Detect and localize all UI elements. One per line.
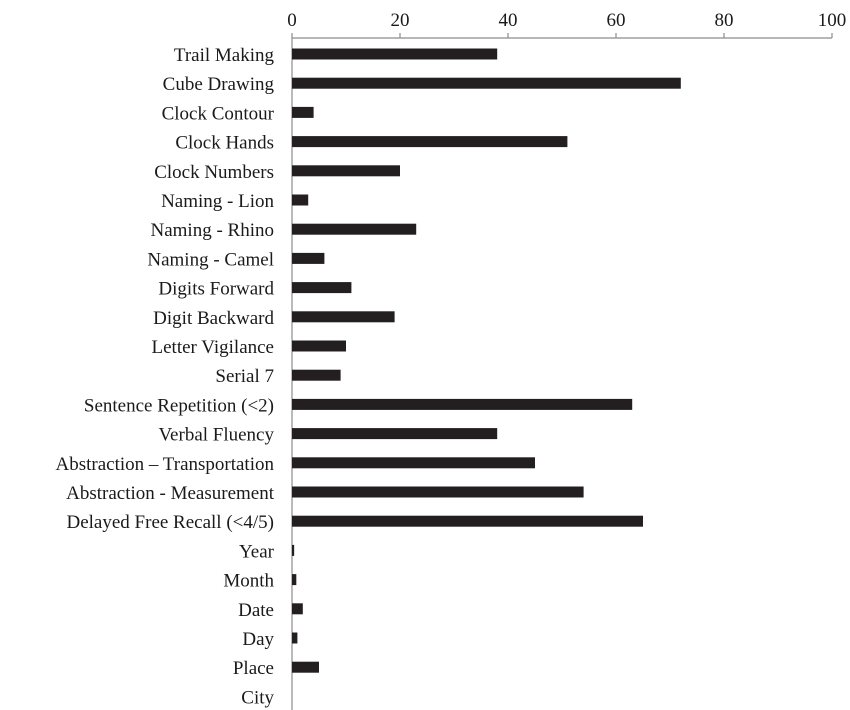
bar bbox=[292, 106, 314, 118]
bar bbox=[292, 311, 395, 323]
bar bbox=[292, 223, 417, 235]
bar bbox=[292, 136, 568, 148]
category-label: Abstraction - Measurement bbox=[66, 483, 275, 504]
bar bbox=[292, 428, 498, 440]
category-label: Trail Making bbox=[174, 45, 275, 66]
bar bbox=[292, 486, 584, 498]
bar bbox=[292, 398, 633, 410]
bar bbox=[292, 252, 325, 264]
bar bbox=[292, 457, 535, 469]
category-label: Clock Contour bbox=[162, 103, 275, 124]
category-label: Digits Forward bbox=[158, 279, 274, 300]
category-label: Year bbox=[239, 541, 275, 562]
bar bbox=[292, 282, 352, 294]
category-label: Letter Vigilance bbox=[152, 337, 274, 358]
category-label: Verbal Fluency bbox=[158, 425, 274, 446]
category-label: Naming - Lion bbox=[161, 191, 274, 212]
category-label: Place bbox=[233, 658, 274, 679]
bars bbox=[292, 48, 681, 673]
category-label: Digit Backward bbox=[153, 308, 274, 329]
x-tick-label: 0 bbox=[287, 10, 297, 31]
x-axis: 0 20 40 60 80 100 bbox=[287, 10, 846, 710]
category-labels: Trail Making Cube Drawing Clock Contour Clo… bbox=[56, 45, 275, 708]
x-tick-label: 20 bbox=[391, 10, 410, 31]
category-label: Clock Numbers bbox=[154, 162, 274, 183]
bar bbox=[292, 369, 341, 381]
category-label: Naming - Rhino bbox=[151, 220, 275, 241]
category-label: Abstraction – Transportation bbox=[56, 454, 275, 475]
x-tick-label: 40 bbox=[499, 10, 518, 31]
x-tick-label: 60 bbox=[607, 10, 626, 31]
category-label: Naming - Camel bbox=[147, 249, 274, 270]
category-label: City bbox=[241, 687, 274, 708]
category-label: Month bbox=[223, 571, 274, 592]
bar bbox=[292, 603, 303, 615]
bar bbox=[292, 48, 498, 60]
bar bbox=[292, 661, 319, 673]
bar bbox=[292, 77, 681, 89]
bar bbox=[292, 632, 298, 644]
x-tick-label: 80 bbox=[715, 10, 734, 31]
bar bbox=[292, 574, 297, 586]
category-label: Day bbox=[242, 629, 274, 650]
bar bbox=[292, 515, 643, 527]
bar bbox=[292, 165, 400, 177]
category-label: Sentence Repetition (<2) bbox=[84, 395, 274, 416]
bar bbox=[292, 194, 309, 206]
x-tick-label: 100 bbox=[818, 10, 847, 31]
bar bbox=[292, 544, 295, 556]
category-label: Date bbox=[238, 600, 274, 621]
bar bbox=[292, 340, 346, 352]
category-label: Clock Hands bbox=[175, 133, 274, 154]
category-label: Cube Drawing bbox=[163, 74, 275, 95]
category-label: Serial 7 bbox=[215, 366, 274, 387]
category-label: Delayed Free Recall (<4/5) bbox=[67, 512, 275, 533]
